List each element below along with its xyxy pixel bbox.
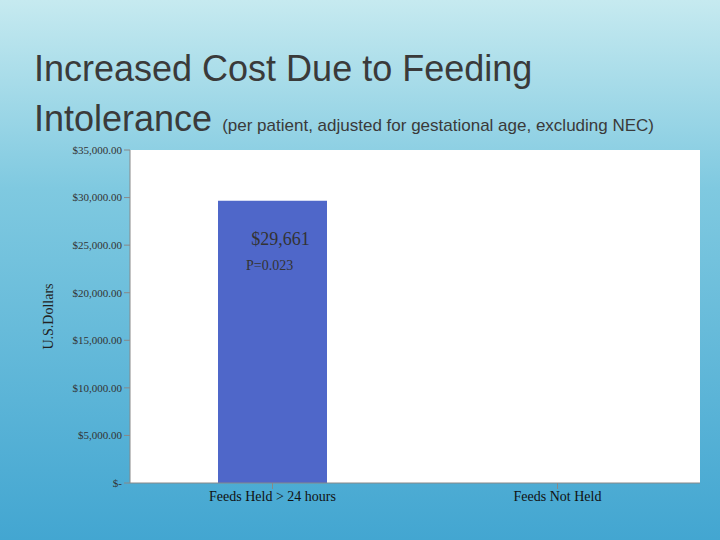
html-text:P=0.023: P=0.023 bbox=[246, 258, 294, 273]
svg-text:U.S.Dollars: U.S.Dollars bbox=[41, 283, 56, 349]
svg-text:$25,000.00: $25,000.00 bbox=[73, 239, 123, 251]
html-text:(per patient, adjusted for ges: (per patient, adjusted for gestational a… bbox=[222, 116, 654, 135]
svg-text:$10,000.00: $10,000.00 bbox=[73, 382, 123, 394]
svg-text:$15,000.00: $15,000.00 bbox=[73, 334, 123, 346]
svg-text:Feeds Held > 24 hours: Feeds Held > 24 hours bbox=[209, 489, 336, 504]
svg-text:$-: $- bbox=[113, 477, 123, 489]
svg-text:$20,000.00: $20,000.00 bbox=[73, 287, 123, 299]
svg-text:$5,000.00: $5,000.00 bbox=[78, 429, 123, 441]
svg-text:Feeds Not Held: Feeds Not Held bbox=[514, 489, 602, 504]
svg-text:$30,000.00: $30,000.00 bbox=[73, 191, 123, 203]
html-text:Intolerance: Intolerance bbox=[34, 98, 213, 139]
svg-text:$35,000.00: $35,000.00 bbox=[73, 144, 123, 156]
svg-text:$29,661: $29,661 bbox=[251, 229, 310, 249]
html-text:Increased Cost Due to Feeding: Increased Cost Due to Feeding bbox=[34, 48, 533, 89]
